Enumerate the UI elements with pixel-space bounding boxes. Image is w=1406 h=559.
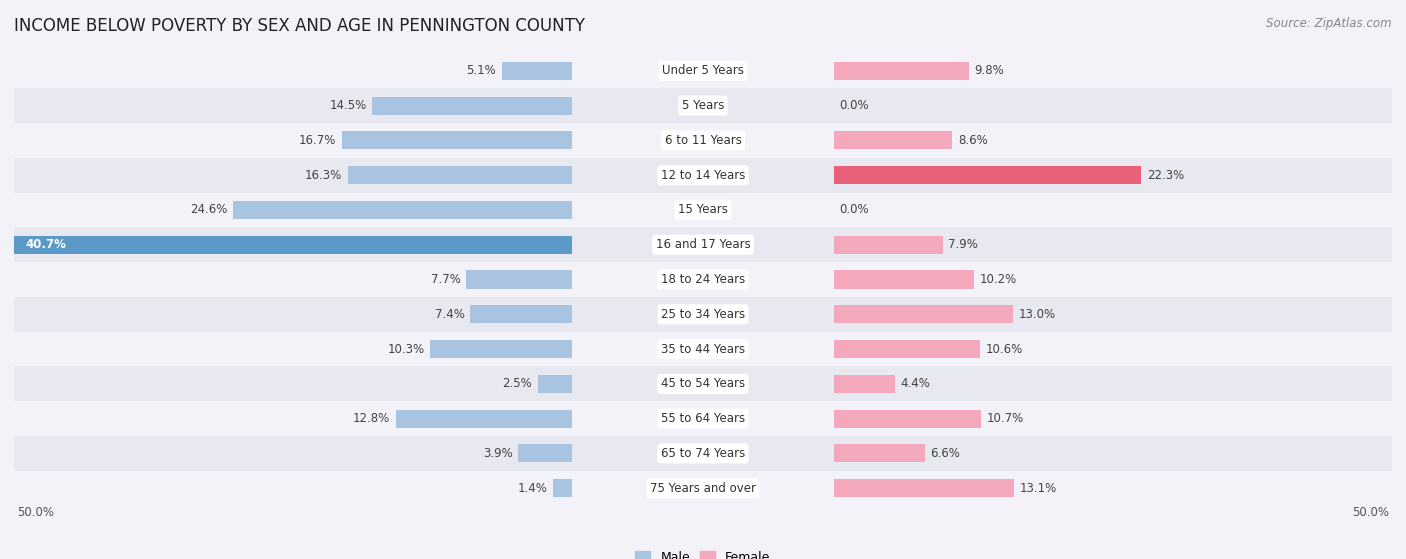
Text: 2.5%: 2.5% <box>502 377 531 390</box>
Text: 45 to 54 Years: 45 to 54 Years <box>661 377 745 390</box>
Bar <box>470 305 572 323</box>
Text: Source: ZipAtlas.com: Source: ZipAtlas.com <box>1267 17 1392 30</box>
Text: 5.1%: 5.1% <box>467 64 496 77</box>
Text: 7.7%: 7.7% <box>430 273 461 286</box>
Text: 8.6%: 8.6% <box>957 134 987 147</box>
Text: 16.3%: 16.3% <box>305 169 342 182</box>
Text: 10.6%: 10.6% <box>986 343 1022 356</box>
Text: 5 Years: 5 Years <box>682 99 724 112</box>
Bar <box>834 479 1014 498</box>
Text: 0.0%: 0.0% <box>839 203 869 216</box>
Text: 22.3%: 22.3% <box>1147 169 1184 182</box>
Legend: Male, Female: Male, Female <box>630 546 776 559</box>
Bar <box>14 297 1392 331</box>
Text: 65 to 74 Years: 65 to 74 Years <box>661 447 745 460</box>
Text: 18 to 24 Years: 18 to 24 Years <box>661 273 745 286</box>
Text: 75 Years and over: 75 Years and over <box>650 482 756 495</box>
Bar <box>834 271 974 288</box>
Bar <box>537 375 572 393</box>
Text: 10.3%: 10.3% <box>388 343 425 356</box>
Bar <box>11 236 572 254</box>
Bar <box>14 401 1392 436</box>
Text: 24.6%: 24.6% <box>190 203 228 216</box>
Text: 10.7%: 10.7% <box>987 412 1024 425</box>
Text: 6.6%: 6.6% <box>931 447 960 460</box>
Text: 15 Years: 15 Years <box>678 203 728 216</box>
Bar <box>465 271 572 288</box>
Text: 12 to 14 Years: 12 to 14 Years <box>661 169 745 182</box>
Text: 4.4%: 4.4% <box>900 377 929 390</box>
Bar <box>14 228 1392 262</box>
Bar <box>430 340 572 358</box>
Bar <box>14 123 1392 158</box>
Bar <box>14 471 1392 505</box>
Bar <box>834 305 1012 323</box>
Text: Under 5 Years: Under 5 Years <box>662 64 744 77</box>
Text: 0.0%: 0.0% <box>839 99 869 112</box>
Bar <box>14 262 1392 297</box>
Bar <box>834 375 894 393</box>
Bar <box>347 166 572 184</box>
Text: 7.9%: 7.9% <box>948 238 979 251</box>
Bar <box>834 166 1142 184</box>
Bar <box>14 54 1392 88</box>
Text: 40.7%: 40.7% <box>25 238 66 251</box>
Bar <box>502 61 572 80</box>
Bar <box>834 236 943 254</box>
Text: 25 to 34 Years: 25 to 34 Years <box>661 308 745 321</box>
Bar <box>14 436 1392 471</box>
Bar <box>14 367 1392 401</box>
Text: 10.2%: 10.2% <box>980 273 1017 286</box>
Text: INCOME BELOW POVERTY BY SEX AND AGE IN PENNINGTON COUNTY: INCOME BELOW POVERTY BY SEX AND AGE IN P… <box>14 17 585 35</box>
Bar <box>834 410 981 428</box>
Text: 50.0%: 50.0% <box>17 506 53 519</box>
Text: 1.4%: 1.4% <box>517 482 547 495</box>
Text: 55 to 64 Years: 55 to 64 Years <box>661 412 745 425</box>
Text: 16 and 17 Years: 16 and 17 Years <box>655 238 751 251</box>
Bar <box>233 201 572 219</box>
Text: 13.0%: 13.0% <box>1018 308 1056 321</box>
Text: 6 to 11 Years: 6 to 11 Years <box>665 134 741 147</box>
Bar <box>519 444 572 462</box>
Bar <box>14 192 1392 228</box>
Bar <box>553 479 572 498</box>
Text: 14.5%: 14.5% <box>329 99 367 112</box>
Bar <box>395 410 572 428</box>
Text: 35 to 44 Years: 35 to 44 Years <box>661 343 745 356</box>
Bar <box>373 97 572 115</box>
Bar <box>834 131 952 149</box>
Bar <box>14 158 1392 192</box>
Text: 16.7%: 16.7% <box>299 134 336 147</box>
Bar <box>342 131 572 149</box>
Bar <box>14 88 1392 123</box>
Text: 12.8%: 12.8% <box>353 412 391 425</box>
Bar <box>834 61 969 80</box>
Text: 9.8%: 9.8% <box>974 64 1004 77</box>
Text: 7.4%: 7.4% <box>434 308 464 321</box>
Bar <box>14 331 1392 367</box>
Text: 13.1%: 13.1% <box>1019 482 1057 495</box>
Text: 3.9%: 3.9% <box>484 447 513 460</box>
Text: 50.0%: 50.0% <box>1353 506 1389 519</box>
Bar <box>834 444 925 462</box>
Bar <box>834 340 980 358</box>
